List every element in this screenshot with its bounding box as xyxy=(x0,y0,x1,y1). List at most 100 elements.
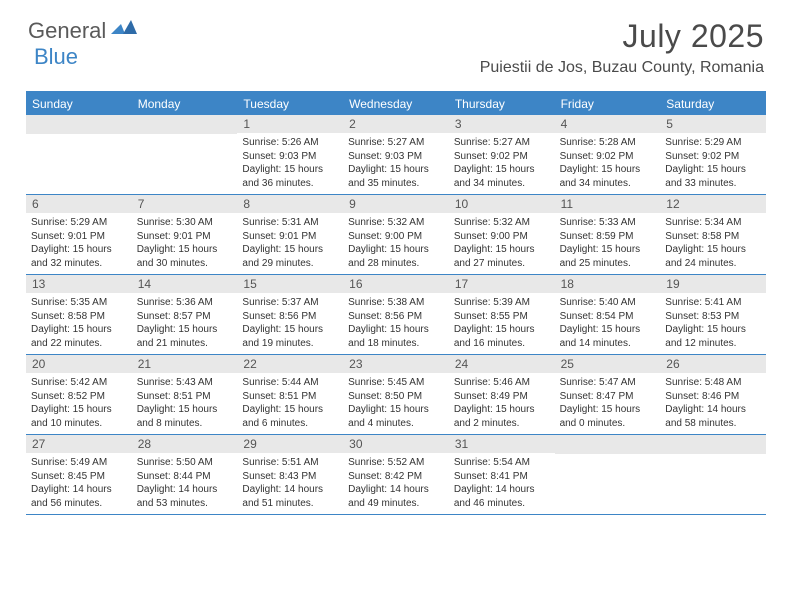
day-info: Sunrise: 5:33 AMSunset: 8:59 PMDaylight:… xyxy=(555,213,661,274)
month-title: July 2025 xyxy=(480,18,764,55)
day-number: 16 xyxy=(343,275,449,293)
day-cell: 29Sunrise: 5:51 AMSunset: 8:43 PMDayligh… xyxy=(237,435,343,514)
day-number: 10 xyxy=(449,195,555,213)
weekday-monday: Monday xyxy=(132,93,238,115)
day-info: Sunrise: 5:50 AMSunset: 8:44 PMDaylight:… xyxy=(132,453,238,514)
day-info: Sunrise: 5:39 AMSunset: 8:55 PMDaylight:… xyxy=(449,293,555,354)
day-number: 21 xyxy=(132,355,238,373)
logo-text-blue: Blue xyxy=(34,44,78,69)
day-info: Sunrise: 5:40 AMSunset: 8:54 PMDaylight:… xyxy=(555,293,661,354)
week-row: 13Sunrise: 5:35 AMSunset: 8:58 PMDayligh… xyxy=(26,275,766,355)
day-info: Sunrise: 5:28 AMSunset: 9:02 PMDaylight:… xyxy=(555,133,661,194)
day-cell: 14Sunrise: 5:36 AMSunset: 8:57 PMDayligh… xyxy=(132,275,238,354)
day-cell: 16Sunrise: 5:38 AMSunset: 8:56 PMDayligh… xyxy=(343,275,449,354)
day-number: 8 xyxy=(237,195,343,213)
day-info: Sunrise: 5:35 AMSunset: 8:58 PMDaylight:… xyxy=(26,293,132,354)
day-info: Sunrise: 5:30 AMSunset: 9:01 PMDaylight:… xyxy=(132,213,238,274)
day-cell: 2Sunrise: 5:27 AMSunset: 9:03 PMDaylight… xyxy=(343,115,449,194)
calendar: Sunday Monday Tuesday Wednesday Thursday… xyxy=(26,91,766,515)
day-info: Sunrise: 5:27 AMSunset: 9:03 PMDaylight:… xyxy=(343,133,449,194)
weekday-thursday: Thursday xyxy=(449,93,555,115)
day-info: Sunrise: 5:36 AMSunset: 8:57 PMDaylight:… xyxy=(132,293,238,354)
day-cell: 6Sunrise: 5:29 AMSunset: 9:01 PMDaylight… xyxy=(26,195,132,274)
logo-text-general: General xyxy=(28,18,106,44)
day-cell: 31Sunrise: 5:54 AMSunset: 8:41 PMDayligh… xyxy=(449,435,555,514)
day-info: Sunrise: 5:41 AMSunset: 8:53 PMDaylight:… xyxy=(660,293,766,354)
week-row: 6Sunrise: 5:29 AMSunset: 9:01 PMDaylight… xyxy=(26,195,766,275)
day-info: Sunrise: 5:29 AMSunset: 9:02 PMDaylight:… xyxy=(660,133,766,194)
empty-day-header xyxy=(555,435,661,454)
day-cell xyxy=(132,115,238,194)
day-number: 6 xyxy=(26,195,132,213)
day-cell: 30Sunrise: 5:52 AMSunset: 8:42 PMDayligh… xyxy=(343,435,449,514)
day-cell: 15Sunrise: 5:37 AMSunset: 8:56 PMDayligh… xyxy=(237,275,343,354)
day-info: Sunrise: 5:47 AMSunset: 8:47 PMDaylight:… xyxy=(555,373,661,434)
day-cell: 13Sunrise: 5:35 AMSunset: 8:58 PMDayligh… xyxy=(26,275,132,354)
day-number: 24 xyxy=(449,355,555,373)
day-number: 19 xyxy=(660,275,766,293)
day-number: 23 xyxy=(343,355,449,373)
day-cell: 11Sunrise: 5:33 AMSunset: 8:59 PMDayligh… xyxy=(555,195,661,274)
day-number: 29 xyxy=(237,435,343,453)
day-info: Sunrise: 5:29 AMSunset: 9:01 PMDaylight:… xyxy=(26,213,132,274)
day-number: 12 xyxy=(660,195,766,213)
day-number: 22 xyxy=(237,355,343,373)
day-number: 1 xyxy=(237,115,343,133)
day-cell: 5Sunrise: 5:29 AMSunset: 9:02 PMDaylight… xyxy=(660,115,766,194)
day-cell xyxy=(660,435,766,514)
day-info: Sunrise: 5:45 AMSunset: 8:50 PMDaylight:… xyxy=(343,373,449,434)
day-number: 14 xyxy=(132,275,238,293)
day-cell xyxy=(555,435,661,514)
title-block: July 2025 Puiestii de Jos, Buzau County,… xyxy=(480,18,764,77)
week-row: 27Sunrise: 5:49 AMSunset: 8:45 PMDayligh… xyxy=(26,435,766,515)
day-info: Sunrise: 5:46 AMSunset: 8:49 PMDaylight:… xyxy=(449,373,555,434)
week-row: 20Sunrise: 5:42 AMSunset: 8:52 PMDayligh… xyxy=(26,355,766,435)
day-number: 28 xyxy=(132,435,238,453)
empty-day-header xyxy=(132,115,238,134)
logo: General xyxy=(28,18,139,44)
day-cell: 23Sunrise: 5:45 AMSunset: 8:50 PMDayligh… xyxy=(343,355,449,434)
day-number: 26 xyxy=(660,355,766,373)
day-number: 7 xyxy=(132,195,238,213)
weeks-container: 1Sunrise: 5:26 AMSunset: 9:03 PMDaylight… xyxy=(26,115,766,515)
day-cell: 1Sunrise: 5:26 AMSunset: 9:03 PMDaylight… xyxy=(237,115,343,194)
day-info: Sunrise: 5:34 AMSunset: 8:58 PMDaylight:… xyxy=(660,213,766,274)
day-number: 5 xyxy=(660,115,766,133)
day-info: Sunrise: 5:27 AMSunset: 9:02 PMDaylight:… xyxy=(449,133,555,194)
day-number: 30 xyxy=(343,435,449,453)
day-cell: 26Sunrise: 5:48 AMSunset: 8:46 PMDayligh… xyxy=(660,355,766,434)
day-cell: 21Sunrise: 5:43 AMSunset: 8:51 PMDayligh… xyxy=(132,355,238,434)
day-info: Sunrise: 5:31 AMSunset: 9:01 PMDaylight:… xyxy=(237,213,343,274)
day-cell: 24Sunrise: 5:46 AMSunset: 8:49 PMDayligh… xyxy=(449,355,555,434)
weekday-tuesday: Tuesday xyxy=(237,93,343,115)
weekday-friday: Friday xyxy=(555,93,661,115)
empty-day-header xyxy=(660,435,766,454)
day-info: Sunrise: 5:52 AMSunset: 8:42 PMDaylight:… xyxy=(343,453,449,514)
day-number: 11 xyxy=(555,195,661,213)
day-info: Sunrise: 5:32 AMSunset: 9:00 PMDaylight:… xyxy=(449,213,555,274)
day-info: Sunrise: 5:44 AMSunset: 8:51 PMDaylight:… xyxy=(237,373,343,434)
day-number: 25 xyxy=(555,355,661,373)
day-cell: 3Sunrise: 5:27 AMSunset: 9:02 PMDaylight… xyxy=(449,115,555,194)
weekday-wednesday: Wednesday xyxy=(343,93,449,115)
day-info: Sunrise: 5:42 AMSunset: 8:52 PMDaylight:… xyxy=(26,373,132,434)
day-number: 4 xyxy=(555,115,661,133)
day-cell: 9Sunrise: 5:32 AMSunset: 9:00 PMDaylight… xyxy=(343,195,449,274)
day-cell: 18Sunrise: 5:40 AMSunset: 8:54 PMDayligh… xyxy=(555,275,661,354)
weekday-sunday: Sunday xyxy=(26,93,132,115)
day-number: 17 xyxy=(449,275,555,293)
day-info: Sunrise: 5:43 AMSunset: 8:51 PMDaylight:… xyxy=(132,373,238,434)
day-cell: 27Sunrise: 5:49 AMSunset: 8:45 PMDayligh… xyxy=(26,435,132,514)
logo-wave-icon xyxy=(111,20,137,43)
day-cell: 22Sunrise: 5:44 AMSunset: 8:51 PMDayligh… xyxy=(237,355,343,434)
day-number: 3 xyxy=(449,115,555,133)
logo-sub: Blue xyxy=(34,44,78,70)
day-cell: 19Sunrise: 5:41 AMSunset: 8:53 PMDayligh… xyxy=(660,275,766,354)
empty-day-header xyxy=(26,115,132,134)
week-row: 1Sunrise: 5:26 AMSunset: 9:03 PMDaylight… xyxy=(26,115,766,195)
day-cell: 8Sunrise: 5:31 AMSunset: 9:01 PMDaylight… xyxy=(237,195,343,274)
day-info: Sunrise: 5:48 AMSunset: 8:46 PMDaylight:… xyxy=(660,373,766,434)
day-cell: 12Sunrise: 5:34 AMSunset: 8:58 PMDayligh… xyxy=(660,195,766,274)
header: General July 2025 Puiestii de Jos, Buzau… xyxy=(0,0,792,83)
day-number: 20 xyxy=(26,355,132,373)
